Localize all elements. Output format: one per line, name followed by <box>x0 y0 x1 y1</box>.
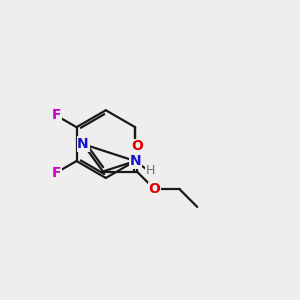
Text: N: N <box>77 137 89 151</box>
Text: F: F <box>51 166 61 180</box>
Text: O: O <box>131 140 143 154</box>
Text: N: N <box>129 154 141 168</box>
Text: O: O <box>148 182 160 196</box>
Text: H: H <box>146 164 155 177</box>
Text: F: F <box>51 108 61 122</box>
